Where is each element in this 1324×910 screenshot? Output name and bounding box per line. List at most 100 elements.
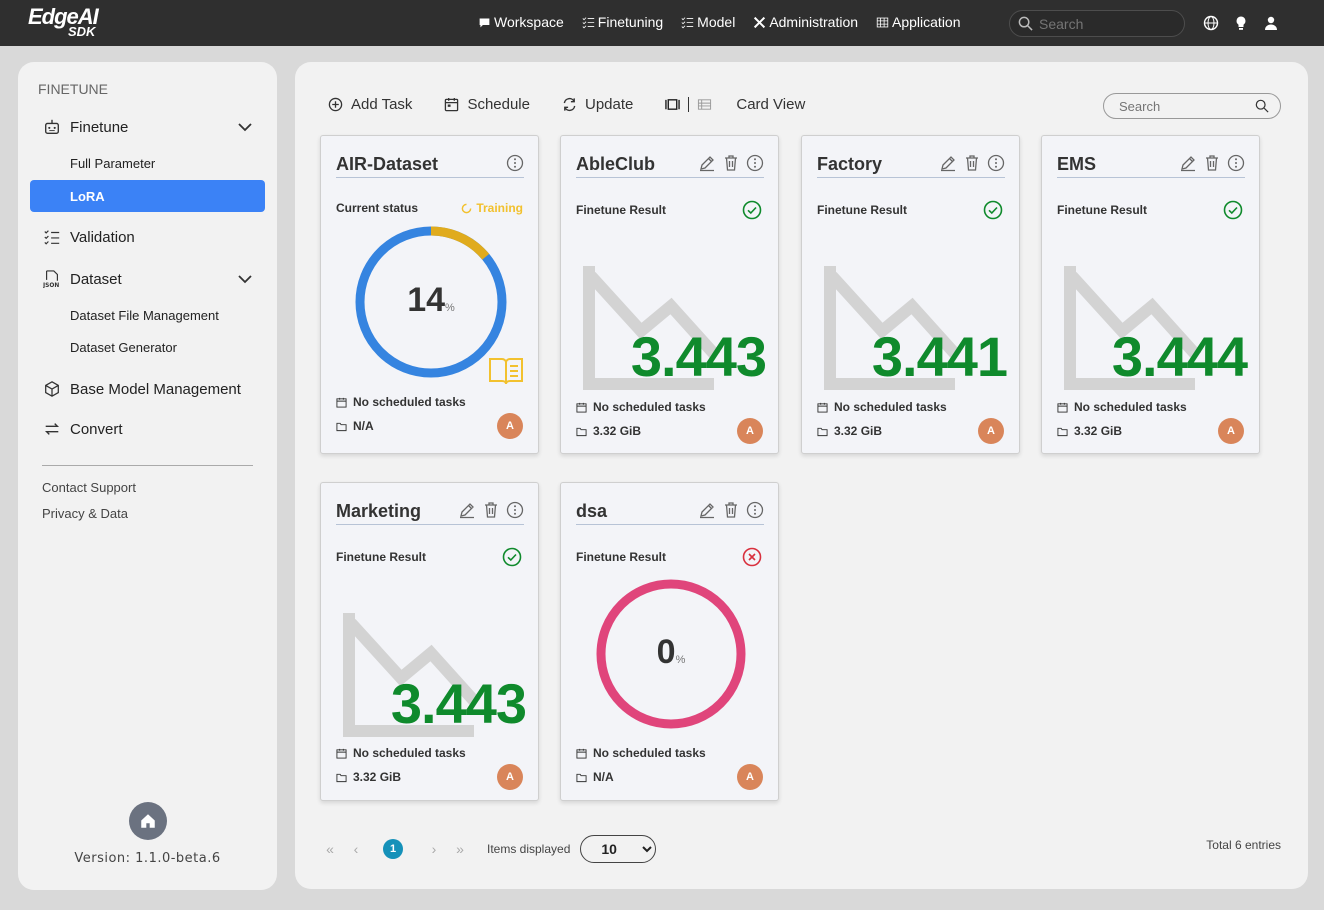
sidebar-item-dataset[interactable]: JSON Dataset (30, 263, 265, 295)
top-nav: Workspace Finetuning Model Administratio… (478, 14, 961, 30)
finetune-result-label: Finetune Result (336, 550, 427, 564)
sidebar-item-lora[interactable]: LoRA (30, 180, 265, 212)
task-card[interactable]: Marketing Finetune Result 3.443 No sched… (320, 482, 539, 801)
finetune-result-label: Finetune Result (576, 550, 667, 564)
calendar-icon (576, 748, 587, 759)
schedule-info: No scheduled tasks (817, 400, 947, 414)
card-search-input[interactable] (1119, 98, 1249, 114)
edit-icon[interactable] (1179, 154, 1197, 172)
card-title: EMS (1057, 154, 1097, 174)
next-page-button[interactable]: › (431, 841, 437, 857)
trash-icon[interactable] (963, 154, 981, 172)
sidebar-item-validation[interactable]: Validation (30, 221, 265, 253)
avatar[interactable]: A (978, 418, 1004, 444)
privacy-data-link[interactable]: Privacy & Data (42, 506, 128, 521)
schedule-text: No scheduled tasks (834, 400, 947, 414)
book-icon[interactable] (488, 356, 524, 386)
task-card[interactable]: Factory Finetune Result 3.441 No schedul… (801, 135, 1020, 454)
info-icon[interactable] (746, 154, 764, 172)
avatar[interactable]: A (737, 418, 763, 444)
schedule-button[interactable]: Schedule (444, 96, 530, 113)
add-task-button[interactable]: Add Task (328, 96, 412, 113)
contact-support-link[interactable]: Contact Support (42, 480, 136, 495)
user-icon[interactable] (1263, 15, 1279, 31)
card-title-underline (817, 177, 1005, 178)
avatar[interactable]: A (1218, 418, 1244, 444)
trash-icon[interactable] (722, 501, 740, 519)
progress-number: 14 (407, 281, 446, 319)
nav-administration[interactable]: Administration (753, 14, 858, 30)
finetune-result-label: Finetune Result (576, 203, 667, 217)
trash-icon[interactable] (1203, 154, 1221, 172)
calendar-icon (336, 397, 347, 408)
spinner-icon (461, 203, 472, 213)
top-search-input[interactable] (1039, 15, 1169, 32)
task-card[interactable]: AIR-Dataset Current status Training 14% … (320, 135, 539, 454)
plus-circle-icon (328, 97, 343, 112)
grid-icon (876, 17, 889, 27)
nav-finetuning[interactable]: Finetuning (582, 14, 663, 30)
task-card[interactable]: AbleClub Finetune Result 3.443 No schedu… (560, 135, 779, 454)
size-info: 3.32 GiB (817, 424, 882, 438)
chevron-down-icon[interactable] (237, 119, 253, 135)
card-title: AbleClub (576, 154, 655, 174)
card-view-icon[interactable] (665, 97, 681, 112)
top-search-box[interactable] (1009, 10, 1185, 37)
nav-application[interactable]: Application (876, 14, 961, 30)
size-text: N/A (353, 419, 374, 433)
lightbulb-icon[interactable] (1233, 15, 1249, 31)
edit-icon[interactable] (458, 501, 476, 519)
info-icon[interactable] (1227, 154, 1245, 172)
nav-model[interactable]: Model (681, 14, 735, 30)
card-search-box[interactable] (1103, 93, 1281, 119)
schedule-info: No scheduled tasks (1057, 400, 1187, 414)
page-size-select[interactable]: 10 (580, 835, 657, 863)
edit-icon[interactable] (698, 154, 716, 172)
page-number[interactable]: 1 (383, 839, 403, 859)
finetune-result-value: 3.444 (1111, 325, 1248, 388)
first-page-button[interactable]: « (326, 841, 334, 857)
sidebar-item-base-model-management[interactable]: Base Model Management (30, 373, 265, 405)
prev-page-button[interactable]: ‹ (353, 841, 359, 857)
calendar-icon (336, 748, 347, 759)
sidebar-item-validation-label: Validation (70, 228, 135, 246)
sidebar-item-dataset-generator[interactable]: Dataset Generator (70, 339, 177, 355)
view-toggle[interactable]: Card View (665, 96, 805, 113)
card-actions (1179, 154, 1245, 172)
nav-workspace[interactable]: Workspace (478, 14, 564, 30)
info-icon[interactable] (506, 154, 524, 172)
folder-icon (817, 427, 828, 436)
avatar[interactable]: A (737, 764, 763, 790)
trash-icon[interactable] (482, 501, 500, 519)
sidebar-item-dataset-file-management[interactable]: Dataset File Management (70, 307, 219, 323)
update-label: Update (585, 96, 634, 113)
table-view-icon[interactable] (697, 97, 712, 112)
info-icon[interactable] (746, 501, 764, 519)
size-text: N/A (593, 770, 614, 784)
last-page-button[interactable]: » (456, 841, 464, 857)
task-card[interactable]: dsa Finetune Result 0% No scheduled task… (560, 482, 779, 801)
avatar[interactable]: A (497, 764, 523, 790)
avatar[interactable]: A (497, 413, 523, 439)
globe-icon[interactable] (1203, 15, 1219, 31)
task-card[interactable]: EMS Finetune Result 3.444 No scheduled t… (1041, 135, 1260, 454)
info-icon[interactable] (506, 501, 524, 519)
trash-icon[interactable] (722, 154, 740, 172)
sidebar-item-full-parameter[interactable]: Full Parameter (70, 155, 156, 171)
app-logo[interactable]: EdgeAI SDK (28, 6, 99, 39)
info-icon[interactable] (987, 154, 1005, 172)
failed-progress-ring (596, 579, 746, 729)
home-button[interactable] (129, 802, 167, 840)
edit-icon[interactable] (939, 154, 957, 172)
sidebar-item-base-model-label: Base Model Management (70, 380, 241, 398)
version-label: Version: 1.1.0-beta.6 (74, 851, 221, 866)
chart-decoration-icon (1064, 266, 1202, 390)
edit-icon[interactable] (698, 501, 716, 519)
chevron-down-icon[interactable] (237, 271, 253, 287)
update-button[interactable]: Update (562, 96, 633, 113)
card-title: dsa (576, 501, 608, 521)
card-title: Marketing (336, 501, 422, 521)
size-text: 3.32 GiB (593, 424, 642, 438)
sidebar-item-convert[interactable]: Convert (30, 413, 265, 445)
sidebar-item-finetune[interactable]: Finetune (30, 111, 265, 143)
